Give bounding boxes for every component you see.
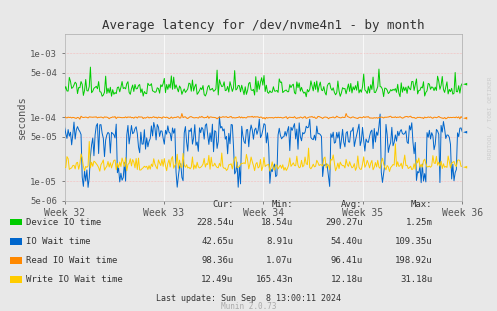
- Y-axis label: seconds: seconds: [17, 95, 27, 139]
- Text: 98.36u: 98.36u: [201, 256, 234, 265]
- Text: 198.92u: 198.92u: [395, 256, 432, 265]
- Title: Average latency for /dev/nvme4n1 - by month: Average latency for /dev/nvme4n1 - by mo…: [102, 19, 424, 32]
- Text: 31.18u: 31.18u: [400, 276, 432, 284]
- Text: Max:: Max:: [411, 200, 432, 209]
- Text: Min:: Min:: [272, 200, 293, 209]
- Text: Read IO Wait time: Read IO Wait time: [26, 256, 117, 265]
- Text: 12.49u: 12.49u: [201, 276, 234, 284]
- Text: RRDTOOL / TOBI OETIKER: RRDTOOL / TOBI OETIKER: [487, 77, 492, 160]
- Text: Avg:: Avg:: [341, 200, 363, 209]
- Text: 1.25m: 1.25m: [406, 218, 432, 226]
- Text: ◄: ◄: [463, 115, 467, 121]
- Text: ◄: ◄: [463, 163, 467, 169]
- Text: 290.27u: 290.27u: [325, 218, 363, 226]
- Text: Device IO time: Device IO time: [26, 218, 101, 226]
- Text: Write IO Wait time: Write IO Wait time: [26, 276, 123, 284]
- Text: Cur:: Cur:: [212, 200, 234, 209]
- Text: 8.91u: 8.91u: [266, 237, 293, 246]
- Text: 54.40u: 54.40u: [331, 237, 363, 246]
- Text: 1.07u: 1.07u: [266, 256, 293, 265]
- Text: IO Wait time: IO Wait time: [26, 237, 90, 246]
- Text: ◄: ◄: [463, 81, 467, 86]
- Text: 42.65u: 42.65u: [201, 237, 234, 246]
- Text: 109.35u: 109.35u: [395, 237, 432, 246]
- Text: 18.54u: 18.54u: [261, 218, 293, 226]
- Text: 12.18u: 12.18u: [331, 276, 363, 284]
- Text: Munin 2.0.73: Munin 2.0.73: [221, 302, 276, 311]
- Text: 165.43n: 165.43n: [255, 276, 293, 284]
- Text: Last update: Sun Sep  8 13:00:11 2024: Last update: Sun Sep 8 13:00:11 2024: [156, 294, 341, 303]
- Text: 228.54u: 228.54u: [196, 218, 234, 226]
- Text: ◄: ◄: [463, 128, 467, 135]
- Text: 96.41u: 96.41u: [331, 256, 363, 265]
